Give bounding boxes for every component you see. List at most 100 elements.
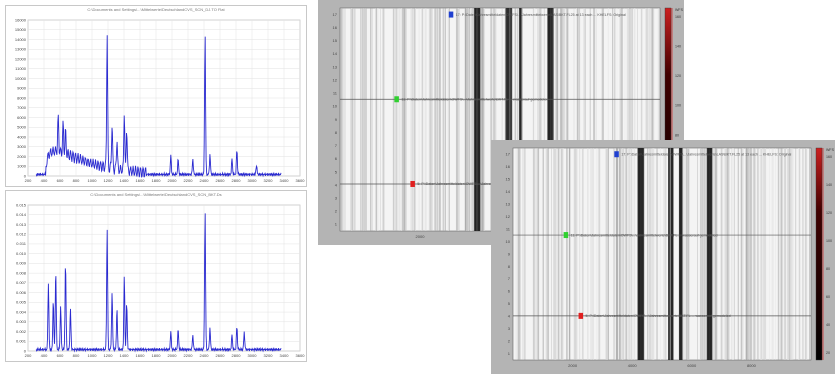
row-label: 11 bbox=[333, 91, 338, 96]
colorbar-tick: 60 bbox=[826, 295, 830, 299]
colorbar-tick: 120 bbox=[826, 211, 832, 215]
spectral-stripe bbox=[483, 8, 485, 231]
spectral-stripe bbox=[621, 8, 623, 231]
waterfall-plot-back[interactable]: 17 16 15 14 13 12 11 10 9 8 7 6 5 4 3 2 1 17: P:\Daten\Ja… bbox=[318, 0, 684, 245]
spectral-stripe bbox=[805, 148, 807, 360]
spectral-stripe bbox=[629, 148, 631, 360]
row-label: 13 bbox=[333, 64, 338, 69]
spectral-stripe bbox=[602, 8, 604, 231]
waterfall-window-back[interactable]: 17 16 15 14 13 12 11 10 9 8 7 6 5 4 3 2 1 17: P:\Daten\Ja… bbox=[318, 0, 684, 245]
colorbar-tick: 160 bbox=[675, 15, 681, 19]
spectral-stripe bbox=[428, 8, 430, 231]
spectral-stripe bbox=[700, 148, 702, 360]
spectral-stripe bbox=[790, 148, 792, 360]
spectral-stripe bbox=[567, 8, 569, 231]
spectral-stripe bbox=[613, 8, 615, 231]
spectral-stripe bbox=[434, 8, 436, 231]
spectral-stripe bbox=[620, 8, 623, 231]
spectral-stripe bbox=[421, 8, 424, 231]
spectral-stripe bbox=[601, 8, 603, 231]
spectral-stripe bbox=[629, 8, 631, 231]
y-tick-label: 0.011 bbox=[16, 241, 26, 246]
spectral-stripe bbox=[365, 8, 367, 231]
spectral-stripe bbox=[418, 8, 420, 231]
spectral-stripe bbox=[539, 8, 541, 231]
row-label: 4 bbox=[335, 182, 338, 187]
colorbar bbox=[815, 147, 823, 361]
spectral-stripe bbox=[787, 148, 789, 360]
spectral-stripe bbox=[566, 148, 568, 360]
spectral-stripe bbox=[622, 148, 625, 360]
spectral-stripe bbox=[342, 8, 344, 231]
strong-band bbox=[551, 8, 554, 231]
spectrum-window-bottom[interactable]: C:\Documents and Settings\...\Mittelwert… bbox=[5, 190, 307, 362]
spectral-stripe bbox=[789, 148, 791, 360]
strong-band bbox=[519, 8, 522, 231]
x-tick-label: 3600 bbox=[296, 178, 306, 183]
spectral-stripe bbox=[575, 148, 578, 360]
spectral-stripe bbox=[353, 8, 356, 231]
row-label: 14 bbox=[506, 189, 511, 194]
spectral-stripe bbox=[442, 8, 445, 231]
row-label: 1 bbox=[508, 351, 511, 356]
spectral-stripe bbox=[581, 148, 583, 360]
x-tick-label: 400 bbox=[41, 178, 48, 183]
spectral-stripe bbox=[522, 148, 524, 360]
spectral-stripe bbox=[633, 8, 635, 231]
spectral-stripe bbox=[647, 148, 649, 360]
spectral-stripe bbox=[620, 148, 622, 360]
spectral-stripe bbox=[614, 148, 616, 360]
spectral-stripe bbox=[685, 148, 688, 360]
spectral-stripe bbox=[751, 148, 754, 360]
y-tick-label: 9000 bbox=[17, 86, 27, 91]
y-tick-label: 0.014 bbox=[16, 212, 27, 217]
spectral-stripe bbox=[405, 8, 407, 231]
spectral-stripe bbox=[631, 8, 633, 231]
spectral-stripe bbox=[733, 148, 735, 360]
spectral-stripe bbox=[398, 8, 400, 231]
spectrum-plot-bottom[interactable]: 0.015 0.014 0.013 0.012 0.011 0.010 0.009 0.008… bbox=[6, 191, 308, 363]
x-tick-label: 400 bbox=[41, 353, 48, 358]
spectral-stripe bbox=[653, 8, 655, 231]
colorbar-tick: 80 bbox=[826, 267, 830, 271]
spectral-stripe bbox=[364, 8, 367, 231]
waterfall-window-front[interactable]: 17 16 15 14 13 12 11 10 9 8 7 6 5 4 3 2 1 17: P:\Daten\Ja… bbox=[491, 140, 835, 374]
row-label: 16 bbox=[333, 25, 338, 30]
spectral-stripe bbox=[742, 148, 744, 360]
y-tick-label: 0.002 bbox=[16, 329, 27, 334]
spectrum-window-top[interactable]: C:\Documents and Settings\...\Mittelwert… bbox=[5, 5, 307, 187]
x-tick-label: 2800 bbox=[232, 353, 242, 358]
strong-band bbox=[641, 148, 644, 360]
spectral-stripe bbox=[619, 8, 621, 231]
x-tick-label: 2800 bbox=[232, 178, 242, 183]
row-label: 17 bbox=[333, 12, 338, 17]
colorbar-tick: 140 bbox=[675, 45, 681, 49]
x-tick-label: 2000 bbox=[568, 363, 578, 368]
waterfall-plot-front[interactable]: 17 16 15 14 13 12 11 10 9 8 7 6 5 4 3 2 1 17: P:\Daten\Ja… bbox=[491, 140, 835, 374]
strong-band bbox=[679, 148, 683, 360]
spectral-stripe bbox=[649, 148, 651, 360]
spectral-stripe bbox=[574, 148, 577, 360]
row-label: 6 bbox=[335, 156, 338, 161]
spectral-stripe bbox=[759, 148, 762, 360]
spectral-stripe bbox=[637, 8, 638, 231]
spectral-stripe bbox=[429, 8, 432, 231]
row-label: 6 bbox=[508, 289, 511, 294]
x-tick-label: 2600 bbox=[216, 353, 226, 358]
spectral-stripe bbox=[631, 148, 633, 360]
spectral-stripe bbox=[628, 8, 629, 231]
spectral-stripe bbox=[472, 8, 475, 231]
spectral-stripe bbox=[607, 148, 609, 360]
spectral-stripe bbox=[754, 148, 756, 360]
y-tick-label: 3000 bbox=[17, 144, 27, 149]
x-tick-label: 1400 bbox=[120, 353, 130, 358]
spectral-stripe bbox=[562, 148, 564, 360]
spectral-stripe bbox=[749, 148, 752, 360]
spectrum-title-bottom: C:\Documents and Settings\...\Mittelwert… bbox=[90, 192, 222, 197]
spectral-stripe bbox=[447, 8, 450, 231]
spectral-stripe bbox=[505, 8, 508, 231]
strong-band bbox=[474, 8, 477, 231]
spectrum-plot-top[interactable]: 1600015000140001300012000110001000090008… bbox=[6, 6, 308, 188]
colorbar-tick: 40 bbox=[826, 323, 830, 327]
spectral-stripe bbox=[504, 8, 506, 231]
